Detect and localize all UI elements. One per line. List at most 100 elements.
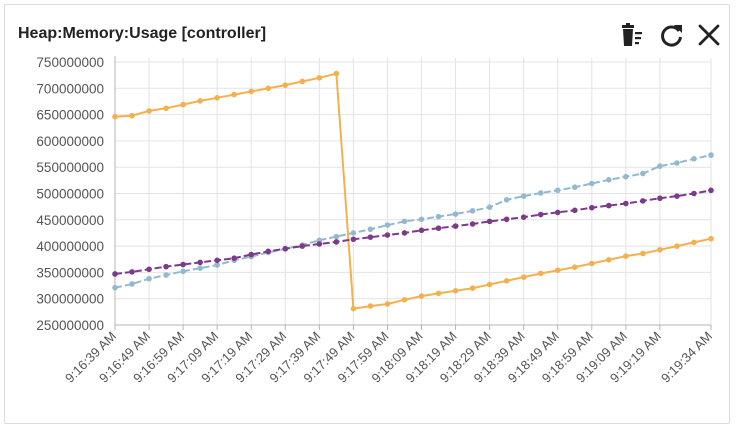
series-2-point [401, 218, 408, 225]
series-2-point [657, 163, 663, 169]
series-1-point [674, 243, 680, 249]
close-icon [698, 24, 720, 46]
series-3-point [367, 234, 374, 240]
series-3-point [435, 225, 442, 232]
series-3-point [163, 263, 169, 270]
series-2-point [640, 170, 646, 177]
series-3-point [657, 195, 663, 202]
series-1-point [691, 239, 697, 246]
series-3-point [418, 227, 425, 234]
y-tick-label: 300000000 [36, 292, 104, 307]
series-2-point [333, 233, 340, 240]
series-1-point [350, 305, 357, 312]
series-2-point [146, 275, 152, 282]
series-3-point [486, 218, 493, 225]
series-1-point [163, 105, 169, 112]
series-1-point [231, 91, 237, 98]
series-3-point [350, 236, 357, 243]
series-2-point [623, 173, 629, 180]
series-2-point [469, 208, 476, 214]
series-1-point [554, 267, 561, 274]
series-3-point [623, 200, 629, 207]
series-2-point [520, 193, 527, 199]
series-2-point [197, 265, 203, 271]
series-3-point [146, 266, 152, 273]
series-3-point [282, 245, 289, 252]
delete-button[interactable] [617, 21, 645, 49]
series-1-point [623, 253, 629, 259]
series-line-2 [114, 154, 712, 289]
series-3-point [401, 230, 408, 236]
chart-title: Heap:Memory:Usage [controller] [18, 25, 267, 42]
series-2-point [129, 281, 135, 287]
series-1-point [452, 288, 459, 294]
series-1-point [537, 270, 544, 277]
series-2-point [214, 262, 220, 268]
series-3-point [129, 269, 135, 275]
series-2-point [435, 213, 442, 220]
series-3-point [640, 198, 646, 204]
y-tick-label: 700000000 [36, 81, 104, 96]
series-line-1 [114, 72, 712, 310]
series-1-point [401, 296, 408, 303]
chart-panel: Heap:Memory:Usage [controller] [4, 4, 730, 424]
series-1-point [708, 235, 714, 242]
y-tick-label: 650000000 [36, 108, 104, 123]
series-1-point [384, 301, 391, 307]
refresh-button[interactable] [658, 21, 686, 49]
series-1-point [299, 78, 306, 85]
series-2-point [571, 184, 578, 190]
series-3-point [248, 251, 255, 258]
series-3-point [299, 243, 306, 249]
series-1-point [316, 74, 323, 81]
series-2-point [606, 177, 612, 183]
series-2-point [503, 197, 510, 203]
series-1-point [640, 250, 646, 257]
series-1-point [265, 85, 272, 92]
series-1-point [282, 82, 289, 88]
series-1-point [606, 256, 612, 263]
series-1-point [589, 260, 595, 267]
series-3-point [197, 259, 203, 266]
series-2-point [384, 222, 391, 228]
y-tick-label: 750000000 [36, 55, 104, 70]
series-1-point [112, 113, 118, 120]
y-tick-label: 500000000 [36, 187, 104, 202]
series-3-point [708, 187, 714, 194]
series-3-point [384, 232, 391, 238]
series-1-point [418, 293, 425, 299]
series-2-point [418, 216, 425, 223]
series-3-point [503, 216, 510, 223]
series-2-point [486, 204, 493, 210]
series-2-point [452, 211, 459, 217]
series-2-point [367, 226, 374, 233]
series-2-point [163, 272, 169, 278]
series-3-point [180, 261, 186, 268]
series-3-point [469, 221, 476, 227]
series-2-point [554, 187, 561, 194]
series-3-point [452, 223, 459, 229]
series-3-point [520, 214, 527, 220]
y-tick-label: 350000000 [36, 265, 104, 280]
series-1-point [520, 274, 527, 280]
series-3-point [589, 204, 595, 211]
series-1-point [469, 285, 476, 291]
series-2-point [537, 190, 544, 196]
series-1-point [333, 70, 340, 77]
close-button[interactable] [695, 21, 723, 49]
series-2-point [589, 180, 595, 187]
series-3-point [606, 202, 612, 209]
series-3-point [112, 271, 118, 277]
series-1-point [146, 108, 152, 114]
series-2-point [674, 160, 680, 166]
series-2-point [691, 155, 697, 162]
series-3-point [674, 193, 680, 199]
series-2-point [350, 230, 357, 236]
series-1-point [214, 94, 220, 101]
x-tick-label: 9:19:34 AM [658, 329, 715, 386]
y-tick-label: 450000000 [36, 213, 104, 228]
series-3-point [691, 190, 697, 197]
series-2-point [708, 152, 714, 158]
series-3-point [316, 241, 323, 247]
y-tick-label: 600000000 [36, 134, 104, 149]
